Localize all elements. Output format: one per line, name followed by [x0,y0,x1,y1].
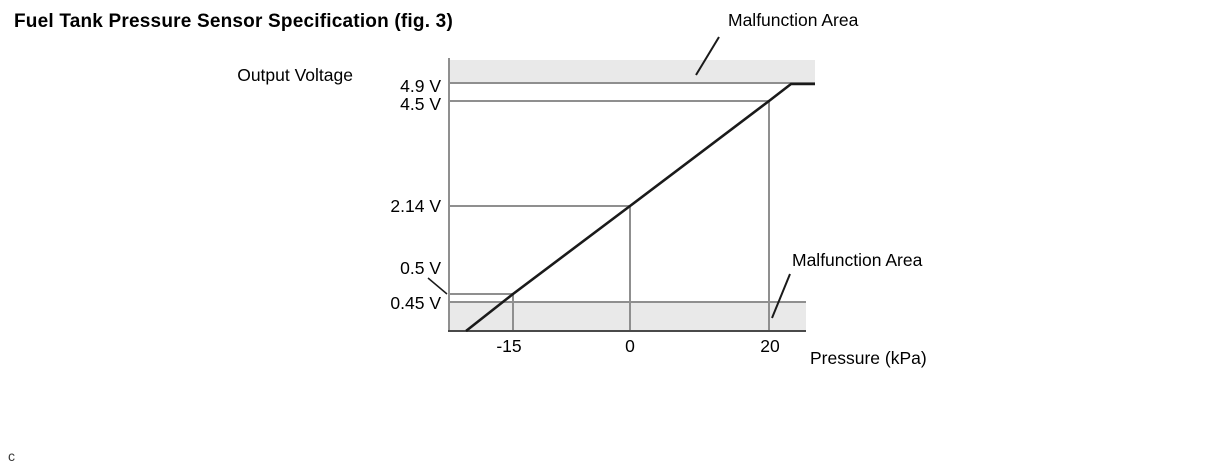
ref-line-2-14v [450,205,631,207]
malfunction-area-label-top: Malfunction Area [728,10,859,30]
y-tick-0-5v: 0.5 V [400,258,441,278]
malfunction-area-label-bottom: Malfunction Area [792,250,923,270]
ref-line-minus-15kpa [512,293,514,330]
ref-line-4-5v [450,100,770,102]
y-axis-title: Output Voltage [237,65,353,85]
x-axis-title: Pressure (kPa) [810,348,927,368]
ref-line-4-9v [450,82,815,84]
x-tick-minus-15: -15 [496,336,522,356]
ref-line-0-45v [450,301,806,303]
corner-mark: c [8,448,15,464]
x-axis-line [448,330,806,332]
ref-line-20kpa [768,100,770,330]
y-tick-2-14v: 2.14 V [390,196,441,216]
ref-line-0-5v [450,293,514,295]
y-tick-0-45v: 0.45 V [390,293,441,313]
x-tick-0: 0 [625,336,635,356]
malfunction-band-top [450,60,815,83]
chart-title: Fuel Tank Pressure Sensor Specification … [14,11,453,32]
y-tick-0-5v-leader [427,277,448,295]
y-tick-4-9v: 4.9 V [400,76,441,96]
y-axis-line [448,58,450,332]
x-tick-20: 20 [760,336,780,356]
ref-line-0kpa [629,205,631,330]
malfunction-band-bottom [450,302,806,330]
y-tick-4-5v: 4.5 V [400,94,441,114]
series-line [465,82,815,333]
